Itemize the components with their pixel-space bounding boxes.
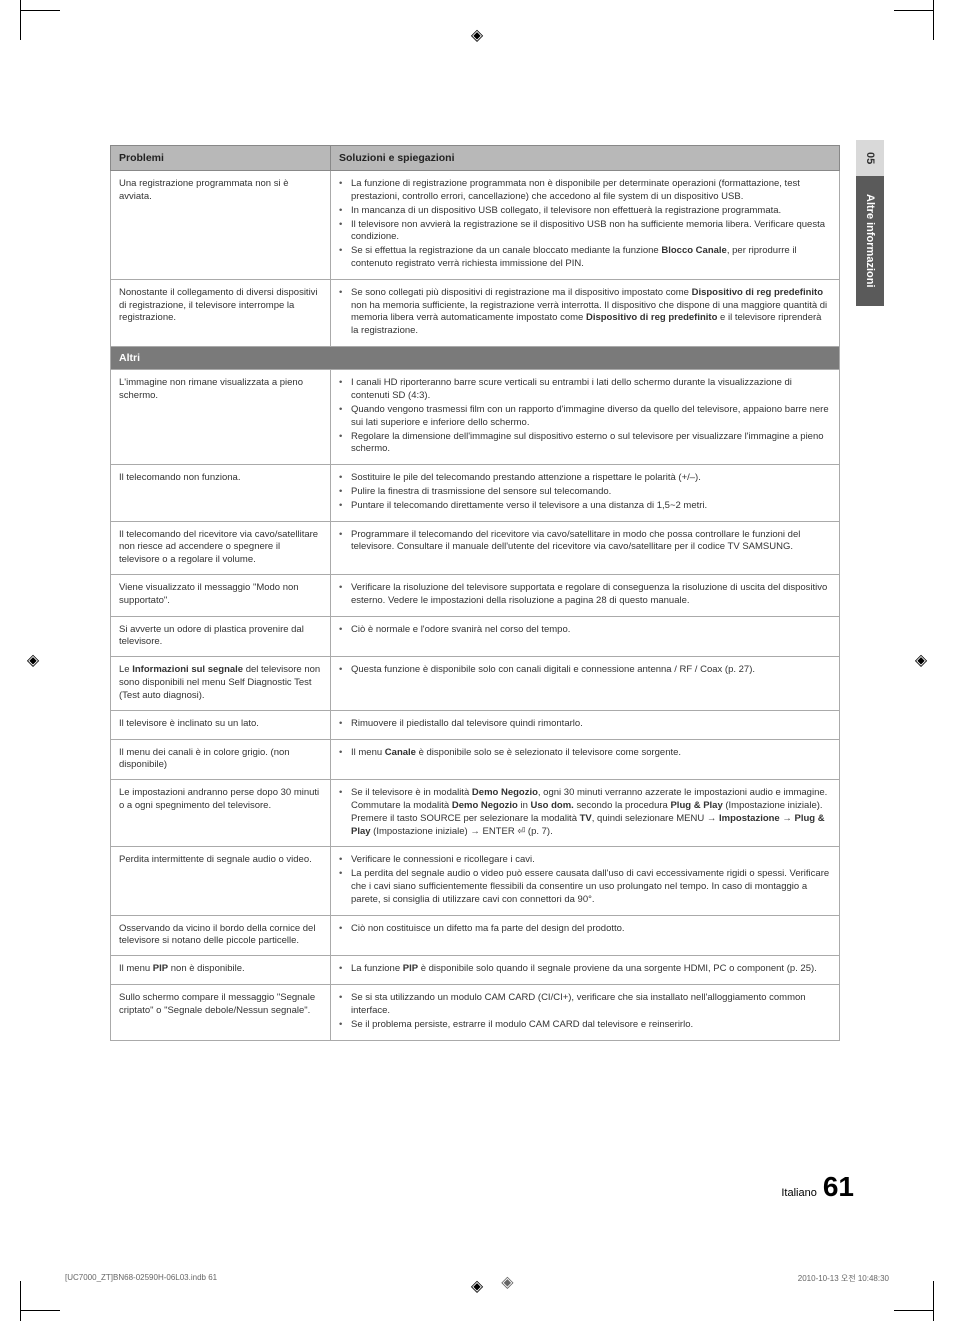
side-tab: 05 Altre informazioni: [856, 140, 884, 306]
main-content: Problemi Soluzioni e spiegazioni Una reg…: [110, 145, 840, 1041]
solution-item: I canali HD riporteranno barre scure ver…: [339, 377, 831, 403]
table-row: L'immagine non rimane visualizzata a pie…: [111, 370, 840, 465]
problem-cell: Il telecomando non funziona.: [111, 465, 331, 521]
problem-cell: Si avverte un odore di plastica provenir…: [111, 616, 331, 657]
problem-cell: Il menu PIP non è disponibile.: [111, 956, 331, 985]
solution-item: Se il problema persiste, estrarre il mod…: [339, 1019, 831, 1032]
problem-cell: L'immagine non rimane visualizzata a pie…: [111, 370, 331, 465]
problem-cell: Viene visualizzato il messaggio "Modo no…: [111, 575, 331, 617]
solution-item: Ciò è normale e l'odore svanirà nel cors…: [339, 624, 831, 637]
solution-item: Sostituire le pile del telecomando prest…: [339, 472, 831, 485]
problem-cell: Osservando da vicino il bordo della corn…: [111, 915, 331, 956]
print-timestamp: 2010-10-13 오전 10:48:30: [798, 1273, 889, 1291]
table-row: Sullo schermo compare il messaggio "Segn…: [111, 985, 840, 1040]
registration-mark-icon: [498, 1273, 516, 1291]
solution-item: Se il televisore è in modalità Demo Nego…: [339, 787, 831, 838]
table-row: Il telecomando del ricevitore via cavo/s…: [111, 521, 840, 574]
solution-cell: Programmare il telecomando del ricevitor…: [331, 521, 840, 574]
solution-cell: La funzione di registrazione programmata…: [331, 171, 840, 280]
solution-item: Puntare il telecomando direttamente vers…: [339, 500, 831, 513]
problem-cell: Il televisore è inclinato su un lato.: [111, 710, 331, 739]
solution-item: La funzione PIP è disponibile solo quand…: [339, 963, 831, 976]
solution-item: La perdita del segnale audio o video può…: [339, 868, 831, 906]
header-solutions: Soluzioni e spiegazioni: [331, 146, 840, 171]
section-header-row: Altri: [111, 347, 840, 370]
problem-cell: Sullo schermo compare il messaggio "Segn…: [111, 985, 331, 1040]
solution-item: In mancanza di un dispositivo USB colleg…: [339, 205, 831, 218]
solution-cell: Se si sta utilizzando un modulo CAM CARD…: [331, 985, 840, 1040]
table-row: Il televisore è inclinato su un lato. Rim…: [111, 710, 840, 739]
table-row: Viene visualizzato il messaggio "Modo no…: [111, 575, 840, 617]
solution-item: Verificare le connessioni e ricollegare …: [339, 854, 831, 867]
chapter-number: 05: [856, 140, 884, 176]
solution-item: Se si effettua la registrazione da un ca…: [339, 245, 831, 271]
solution-cell: Verificare le connessioni e ricollegare …: [331, 847, 840, 915]
solution-cell: Ciò è normale e l'odore svanirà nel cors…: [331, 616, 840, 657]
section-header-label: Altri: [111, 347, 840, 370]
solution-cell: Se sono collegati più dispositivi di reg…: [331, 279, 840, 346]
solution-item: Se sono collegati più dispositivi di reg…: [339, 287, 831, 338]
solution-cell: La funzione PIP è disponibile solo quand…: [331, 956, 840, 985]
page-number: 61: [823, 1171, 854, 1203]
solution-item: Rimuovere il piedistallo dal televisore …: [339, 718, 831, 731]
header-problems: Problemi: [111, 146, 331, 171]
solution-cell: Verificare la risoluzione del televisore…: [331, 575, 840, 617]
solution-item: Programmare il telecomando del ricevitor…: [339, 529, 831, 555]
table-row: Le Informazioni sul segnale del televiso…: [111, 657, 840, 710]
solution-cell: Il menu Canale è disponibile solo se è s…: [331, 739, 840, 780]
table-row: Il telecomando non funziona. Sostituire l…: [111, 465, 840, 521]
solution-cell: Ciò non costituisce un difetto ma fa par…: [331, 915, 840, 956]
solution-cell: Rimuovere il piedistallo dal televisore …: [331, 710, 840, 739]
problem-cell: Il menu dei canali è in colore grigio. (…: [111, 739, 331, 780]
problem-cell: Perdita intermittente di segnale audio o…: [111, 847, 331, 915]
table-row: Nonostante il collegamento di diversi di…: [111, 279, 840, 346]
chapter-label: Altre informazioni: [856, 176, 884, 306]
solution-cell: Sostituire le pile del telecomando prest…: [331, 465, 840, 521]
problem-cell: Il telecomando del ricevitore via cavo/s…: [111, 521, 331, 574]
troubleshooting-table: Problemi Soluzioni e spiegazioni Una reg…: [110, 145, 840, 1041]
solution-cell: Questa funzione è disponibile solo con c…: [331, 657, 840, 710]
page-footer: Italiano 61: [781, 1171, 854, 1203]
solution-item: Pulire la finestra di trasmissione del s…: [339, 486, 831, 499]
table-row: Il menu dei canali è in colore grigio. (…: [111, 739, 840, 780]
solution-cell: I canali HD riporteranno barre scure ver…: [331, 370, 840, 465]
table-row: Il menu PIP non è disponibile. La funzion…: [111, 956, 840, 985]
solution-item: Verificare la risoluzione del televisore…: [339, 582, 831, 608]
table-row: Si avverte un odore di plastica provenir…: [111, 616, 840, 657]
table-row: Perdita intermittente di segnale audio o…: [111, 847, 840, 915]
solution-item: Il televisore non avvierà la registrazio…: [339, 219, 831, 245]
problem-cell: Le Informazioni sul segnale del televiso…: [111, 657, 331, 710]
table-row: Una registrazione programmata non si è a…: [111, 171, 840, 280]
print-file: [UC7000_ZT]BN68-02590H-06L03.indb 61: [65, 1273, 217, 1291]
table-row: Le impostazioni andranno perse dopo 30 m…: [111, 780, 840, 847]
solution-item: Il menu Canale è disponibile solo se è s…: [339, 747, 831, 760]
solution-item: La funzione di registrazione programmata…: [339, 178, 831, 204]
table-row: Osservando da vicino il bordo della corn…: [111, 915, 840, 956]
problem-cell: Nonostante il collegamento di diversi di…: [111, 279, 331, 346]
solution-item: Regolare la dimensione dell'immagine sul…: [339, 431, 831, 457]
problem-cell: Una registrazione programmata non si è a…: [111, 171, 331, 280]
solution-item: Questa funzione è disponibile solo con c…: [339, 664, 831, 677]
print-metadata: [UC7000_ZT]BN68-02590H-06L03.indb 61 201…: [65, 1273, 889, 1291]
solution-cell: Se il televisore è in modalità Demo Nego…: [331, 780, 840, 847]
footer-language: Italiano: [781, 1187, 816, 1199]
problem-cell: Le impostazioni andranno perse dopo 30 m…: [111, 780, 331, 847]
registration-mark-icon: [912, 651, 930, 669]
solution-item: Quando vengono trasmessi film con un rap…: [339, 404, 831, 430]
solution-item: Se si sta utilizzando un modulo CAM CARD…: [339, 992, 831, 1018]
registration-mark-icon: [468, 26, 486, 44]
registration-mark-icon: [24, 651, 42, 669]
solution-item: Ciò non costituisce un difetto ma fa par…: [339, 923, 831, 936]
